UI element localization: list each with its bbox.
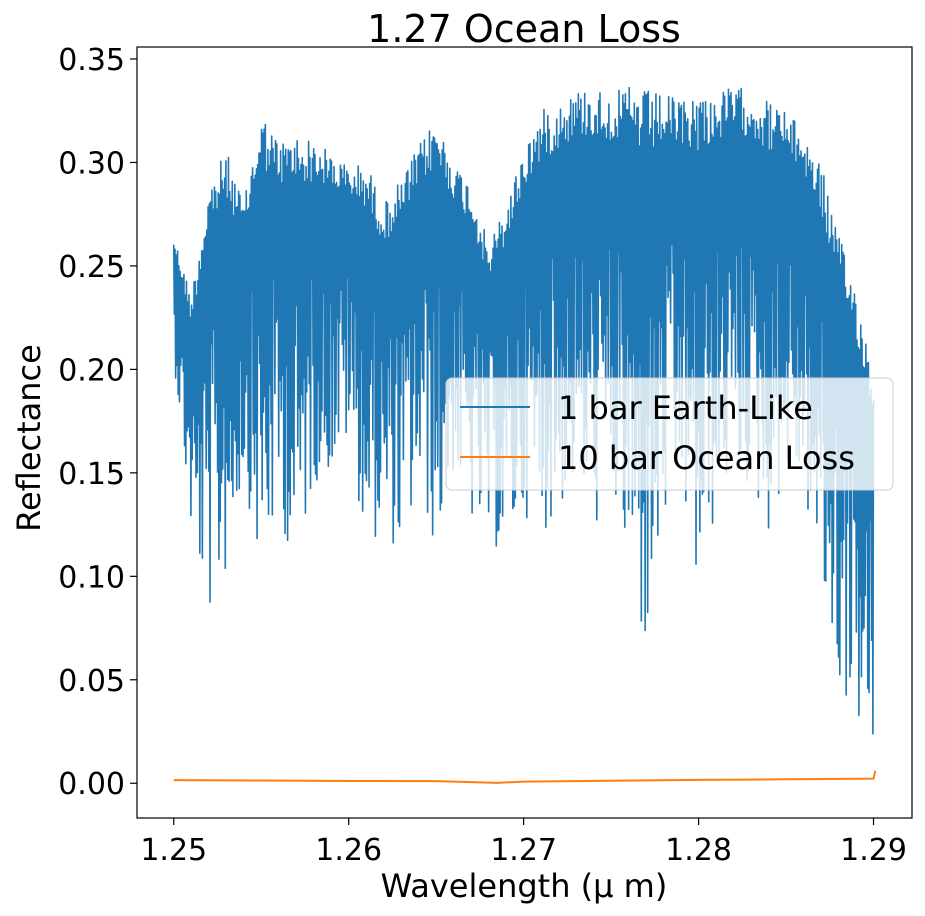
- x-tick-label: 1.27: [490, 833, 557, 868]
- y-axis-ticks: 0.00 0.05 0.10 0.15 0.20 0.25 0.30 0.35: [58, 43, 137, 802]
- y-tick-label: 0.15: [58, 457, 125, 492]
- y-tick-label: 0.10: [58, 560, 125, 595]
- legend-box: [445, 377, 894, 491]
- y-tick-label: 0.30: [58, 146, 125, 181]
- series-line-10-bar-ocean-loss: [173, 770, 877, 784]
- y-tick-label: 0.00: [58, 767, 125, 802]
- legend-label-1-bar-earth-like: 1 bar Earth-Like: [558, 389, 813, 427]
- series-10-bar-ocean-loss: [173, 770, 877, 784]
- series-1-bar-earth-like: [172, 86, 875, 735]
- y-tick-label: 0.35: [58, 43, 125, 78]
- y-axis-label: Reflectance: [10, 344, 48, 532]
- chart-title: 1.27 Ocean Loss: [367, 7, 681, 51]
- x-axis-label: Wavelength (μ m): [381, 867, 668, 905]
- y-tick-label: 0.20: [58, 353, 125, 388]
- x-tick-label: 1.26: [315, 833, 382, 868]
- y-tick-label: 0.25: [58, 250, 125, 285]
- x-tick-label: 1.25: [140, 833, 207, 868]
- y-tick-label: 0.05: [58, 664, 125, 699]
- x-tick-label: 1.28: [665, 833, 732, 868]
- plot-area-frame: [136, 46, 913, 819]
- x-tick-label: 1.29: [840, 833, 907, 868]
- series-line-1-bar-earth-like: [172, 86, 875, 735]
- legend-label-10-bar-ocean-loss: 10 bar Ocean Loss: [558, 439, 855, 477]
- x-axis-ticks: 1.25 1.26 1.27 1.28 1.29: [140, 818, 907, 868]
- legend: 1 bar Earth-Like 10 bar Ocean Loss: [445, 377, 894, 491]
